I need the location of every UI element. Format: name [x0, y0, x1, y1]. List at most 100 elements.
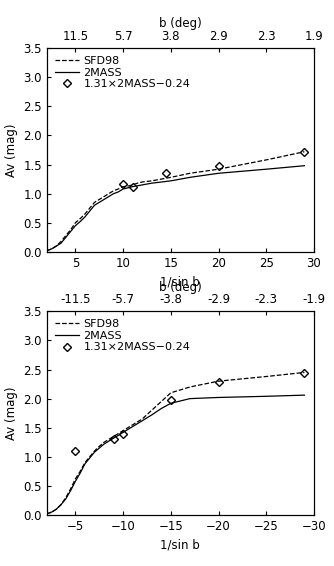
SFD98	[93, 199, 97, 206]
2MASS	[150, 180, 154, 187]
2MASS	[121, 429, 125, 436]
2MASS	[107, 193, 111, 200]
1.31×2MASS−0.24	[121, 181, 125, 187]
2MASS	[64, 495, 68, 502]
2MASS	[264, 393, 268, 400]
SFD98	[264, 156, 268, 163]
1.31×2MASS−0.24	[169, 397, 173, 404]
2MASS	[97, 199, 101, 206]
2MASS	[73, 222, 77, 229]
SFD98	[54, 506, 58, 513]
SFD98	[159, 398, 163, 405]
2MASS	[159, 405, 163, 412]
SFD98	[126, 424, 130, 431]
SFD98	[45, 247, 49, 254]
Legend: SFD98, 2MASS, 1.31×2MASS−0.24: SFD98, 2MASS, 1.31×2MASS−0.24	[52, 317, 192, 355]
2MASS	[68, 228, 72, 235]
2MASS	[45, 247, 49, 254]
X-axis label: b (deg): b (deg)	[159, 18, 202, 31]
SFD98	[49, 509, 53, 516]
SFD98	[78, 215, 82, 222]
SFD98	[159, 175, 163, 182]
SFD98	[116, 186, 120, 192]
SFD98	[150, 178, 154, 185]
SFD98	[83, 459, 87, 466]
Line: SFD98: SFD98	[47, 372, 304, 514]
2MASS	[68, 487, 72, 494]
SFD98	[188, 170, 192, 177]
SFD98	[68, 226, 72, 233]
2MASS	[302, 162, 306, 169]
SFD98	[78, 468, 82, 475]
1.31×2MASS−0.24	[216, 379, 220, 385]
SFD98	[169, 174, 173, 181]
SFD98	[88, 205, 92, 212]
2MASS	[302, 392, 306, 398]
Line: 1.31×2MASS−0.24: 1.31×2MASS−0.24	[72, 370, 308, 454]
SFD98	[102, 193, 106, 200]
1.31×2MASS−0.24	[302, 148, 306, 155]
SFD98	[45, 511, 49, 517]
SFD98	[150, 407, 154, 414]
2MASS	[126, 185, 130, 191]
2MASS	[188, 395, 192, 402]
SFD98	[73, 220, 77, 226]
2MASS	[59, 240, 63, 247]
SFD98	[169, 389, 173, 396]
2MASS	[102, 196, 106, 203]
1.31×2MASS−0.24	[112, 436, 116, 443]
2MASS	[73, 478, 77, 484]
SFD98	[264, 373, 268, 380]
1.31×2MASS−0.24	[164, 170, 168, 177]
SFD98	[112, 433, 116, 440]
2MASS	[59, 501, 63, 508]
SFD98	[140, 179, 144, 186]
Line: SFD98: SFD98	[47, 152, 304, 251]
2MASS	[93, 449, 97, 456]
1.31×2MASS−0.24	[131, 183, 135, 190]
SFD98	[64, 232, 68, 239]
Line: 2MASS: 2MASS	[47, 395, 304, 514]
SFD98	[112, 187, 116, 194]
2MASS	[264, 166, 268, 173]
SFD98	[121, 427, 125, 434]
1.31×2MASS−0.24	[216, 162, 220, 169]
2MASS	[88, 208, 92, 215]
2MASS	[54, 506, 58, 513]
SFD98	[140, 415, 144, 422]
2MASS	[169, 178, 173, 185]
2MASS	[54, 243, 58, 250]
SFD98	[59, 501, 63, 508]
2MASS	[112, 190, 116, 197]
2MASS	[159, 179, 163, 186]
2MASS	[78, 470, 82, 477]
2MASS	[131, 423, 135, 430]
SFD98	[131, 182, 135, 188]
2MASS	[97, 445, 101, 452]
2MASS	[78, 218, 82, 225]
SFD98	[302, 369, 306, 376]
SFD98	[49, 246, 53, 252]
2MASS	[216, 170, 220, 177]
2MASS	[112, 435, 116, 441]
2MASS	[140, 417, 144, 424]
SFD98	[93, 448, 97, 454]
SFD98	[68, 486, 72, 492]
X-axis label: b (deg): b (deg)	[159, 281, 202, 294]
SFD98	[83, 211, 87, 217]
SFD98	[188, 384, 192, 391]
SFD98	[54, 243, 58, 250]
Line: 1.31×2MASS−0.24: 1.31×2MASS−0.24	[120, 149, 308, 190]
2MASS	[116, 188, 120, 195]
1.31×2MASS−0.24	[302, 370, 306, 376]
2MASS	[45, 511, 49, 517]
2MASS	[83, 213, 87, 220]
2MASS	[93, 202, 97, 209]
2MASS	[216, 394, 220, 401]
Y-axis label: Av (mag): Av (mag)	[5, 123, 18, 177]
SFD98	[216, 378, 220, 384]
SFD98	[97, 196, 101, 203]
SFD98	[73, 475, 77, 482]
2MASS	[126, 426, 130, 433]
SFD98	[135, 180, 139, 187]
